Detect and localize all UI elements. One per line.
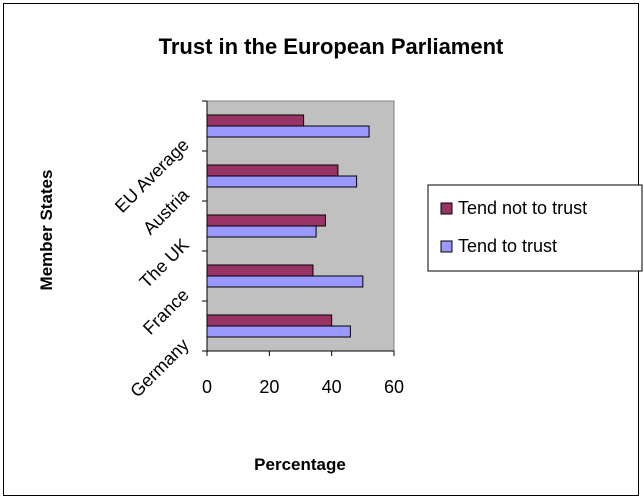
bar-the-uk-tend-not-to-trust xyxy=(206,214,326,227)
bar-france-tend-to-trust xyxy=(206,275,364,288)
axes-group xyxy=(202,100,395,356)
legend-swatch-tend-not-to-trust xyxy=(440,202,453,215)
bar-austria-tend-to-trust xyxy=(206,175,358,188)
y-tick-label: Germany xyxy=(126,335,192,401)
legend-items: Tend not to trust Tend to trust xyxy=(440,198,587,256)
bar-the-uk-tend-to-trust xyxy=(206,225,317,238)
x-tick-label: 60 xyxy=(384,377,404,397)
y-tick-label: The UK xyxy=(136,235,193,292)
x-axis-title: Percentage xyxy=(254,455,346,474)
x-tick-label: 40 xyxy=(322,377,342,397)
legend-swatch-tend-to-trust xyxy=(440,240,453,253)
chart-title: Trust in the European Parliament xyxy=(159,34,504,59)
x-tick-labels: 0 20 40 60 xyxy=(202,377,404,397)
bar-eu-average-tend-to-trust xyxy=(206,125,370,138)
legend-label-tend-not-to-trust: Tend not to trust xyxy=(458,198,587,218)
y-axis-title: Member States xyxy=(37,170,56,291)
legend: Tend not to trust Tend to trust xyxy=(427,184,643,272)
bar-germany-tend-to-trust xyxy=(206,325,351,338)
x-tick-label: 20 xyxy=(259,377,279,397)
bar-eu-average-tend-not-to-trust xyxy=(206,114,305,127)
bar-germany-tend-not-to-trust xyxy=(206,314,333,327)
bar-austria-tend-not-to-trust xyxy=(206,164,339,177)
legend-box xyxy=(427,184,643,272)
legend-label-tend-to-trust: Tend to trust xyxy=(458,236,557,256)
bar-france-tend-not-to-trust xyxy=(206,264,314,277)
x-tick-label: 0 xyxy=(202,377,212,397)
y-tick-label: France xyxy=(139,285,193,339)
